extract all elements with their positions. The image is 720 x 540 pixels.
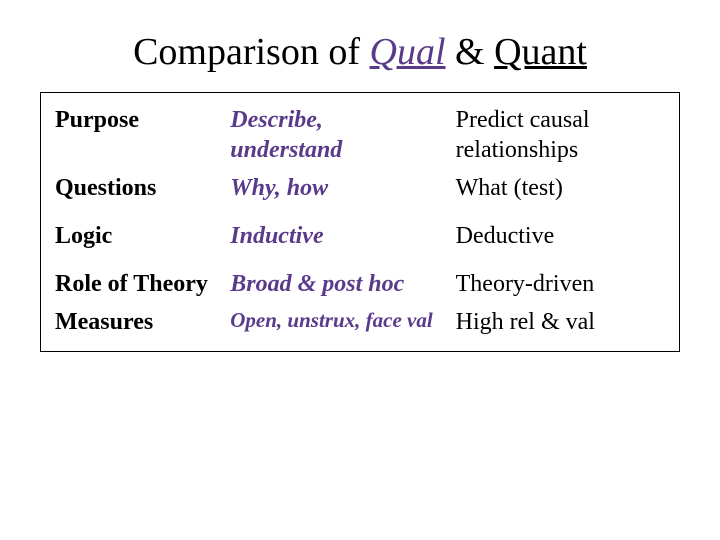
quant-cell: Predict causal relationships xyxy=(448,101,673,169)
qual-cell: Broad & post hoc xyxy=(222,265,447,303)
row-label: Purpose xyxy=(47,101,222,169)
title-prefix: Comparison of xyxy=(133,31,369,73)
table-row: Role of Theory Broad & post hoc Theory-d… xyxy=(47,265,673,303)
qual-cell: Inductive xyxy=(222,217,447,255)
slide-title: Comparison of Qual & Quant xyxy=(40,30,680,74)
row-label: Role of Theory xyxy=(47,265,222,303)
title-qual: Qual xyxy=(370,31,446,73)
comparison-table-container: Purpose Describe, understand Predict cau… xyxy=(40,92,680,352)
qual-cell: Open, unstrux, face val xyxy=(222,303,447,341)
row-label: Questions xyxy=(47,169,222,207)
qual-cell: Describe, understand xyxy=(222,101,447,169)
quant-cell: Deductive xyxy=(448,217,673,255)
comparison-table: Purpose Describe, understand Predict cau… xyxy=(47,101,673,341)
row-label: Logic xyxy=(47,217,222,255)
qual-cell: Why, how xyxy=(222,169,447,207)
title-amp: & xyxy=(446,31,495,73)
row-label: Measures xyxy=(47,303,222,341)
table-row: Questions Why, how What (test) xyxy=(47,169,673,207)
quant-cell: What (test) xyxy=(448,169,673,207)
quant-cell: Theory-driven xyxy=(448,265,673,303)
title-quant: Quant xyxy=(494,31,587,73)
quant-cell: High rel & val xyxy=(448,303,673,341)
table-row: Measures Open, unstrux, face val High re… xyxy=(47,303,673,341)
table-row: Purpose Describe, understand Predict cau… xyxy=(47,101,673,169)
table-row: Logic Inductive Deductive xyxy=(47,217,673,255)
